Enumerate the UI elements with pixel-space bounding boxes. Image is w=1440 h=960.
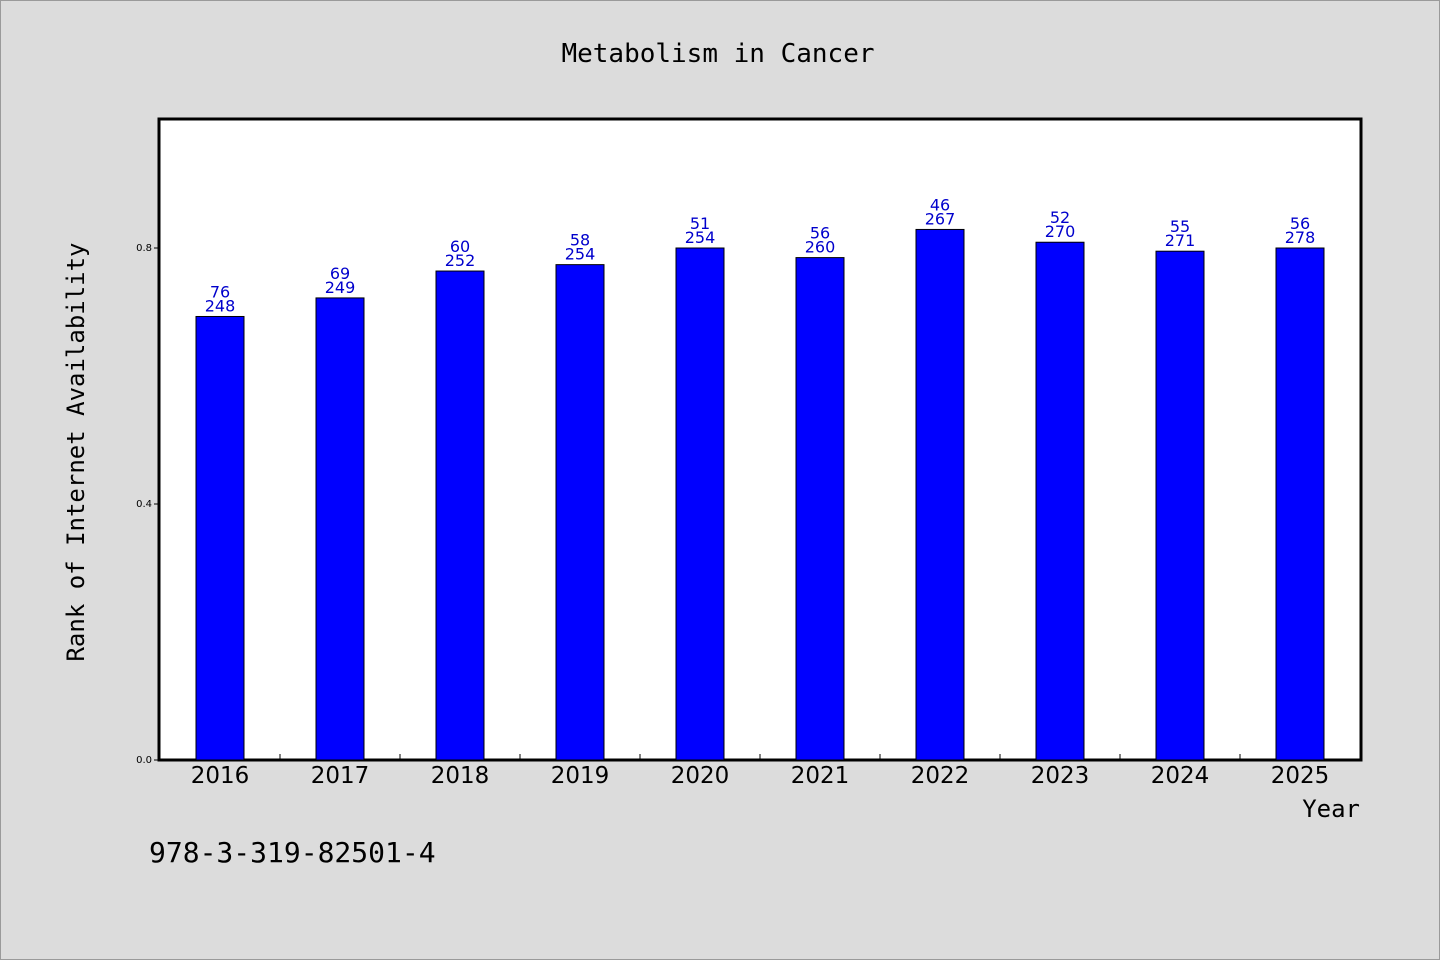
bar-label-top: 60 (450, 237, 470, 256)
bar (1275, 247, 1325, 761)
bar-label-top: 52 (1050, 208, 1070, 227)
y-tick-label: 0.0 (136, 755, 152, 766)
bar-label-bottom: 252 (445, 251, 476, 270)
bar (315, 297, 365, 761)
bar-label-bottom: 248 (205, 296, 236, 315)
bar (1155, 250, 1205, 761)
bar-label-bottom: 254 (565, 245, 596, 264)
bar-series (195, 228, 1325, 761)
bar-label-top: 69 (330, 264, 350, 283)
y-axis: 0.0 0.4 0.8 (136, 243, 160, 766)
y-axis-title: Rank of Internet Availability (62, 242, 90, 661)
y-tick-label: 0.4 (136, 499, 152, 510)
bar (435, 270, 485, 761)
bar-label-top: 46 (930, 195, 950, 214)
chart-title: Metabolism in Cancer (561, 39, 874, 69)
x-tick-label: 2019 (551, 763, 610, 789)
bar-label-top: 56 (1290, 214, 1310, 233)
bar (195, 315, 245, 761)
x-tick-label: 2018 (431, 763, 490, 789)
x-tick-label: 2016 (191, 763, 250, 789)
x-tick-label: 2020 (671, 763, 730, 789)
isbn-caption: 978-3-319-82501-4 (149, 836, 436, 869)
x-tick-label: 2021 (791, 763, 850, 789)
x-tick-label: 2024 (1151, 763, 1210, 789)
x-tick-label: 2022 (911, 763, 970, 789)
x-tick-label: 2025 (1271, 763, 1330, 789)
x-axis: 2016 2017 2018 2019 2020 2021 2022 2023 2024 2025 (191, 754, 1330, 789)
bar-label-bottom: 270 (1045, 222, 1076, 241)
bar-label-bottom: 254 (685, 228, 716, 247)
bar-label-top: 76 (210, 282, 230, 301)
bar-label-top: 55 (1170, 217, 1190, 236)
bar-label-top: 56 (810, 224, 830, 243)
bar-label-bottom: 271 (1165, 231, 1196, 250)
bar (555, 264, 605, 761)
bar (675, 247, 725, 761)
bar-label-top: 58 (570, 231, 590, 250)
bar (1035, 241, 1085, 761)
bar-label-top: 51 (690, 214, 710, 233)
bar (915, 228, 965, 761)
x-tick-label: 2023 (1031, 763, 1090, 789)
x-axis-title: Year (1302, 795, 1360, 823)
bar (795, 257, 845, 761)
bar-label-bottom: 249 (325, 278, 356, 297)
bar-label-bottom: 278 (1285, 228, 1316, 247)
x-tick-label: 2017 (311, 763, 370, 789)
bar-label-bottom: 267 (925, 209, 956, 228)
bar-label-bottom: 260 (805, 238, 836, 257)
y-tick-label: 0.8 (136, 243, 152, 254)
